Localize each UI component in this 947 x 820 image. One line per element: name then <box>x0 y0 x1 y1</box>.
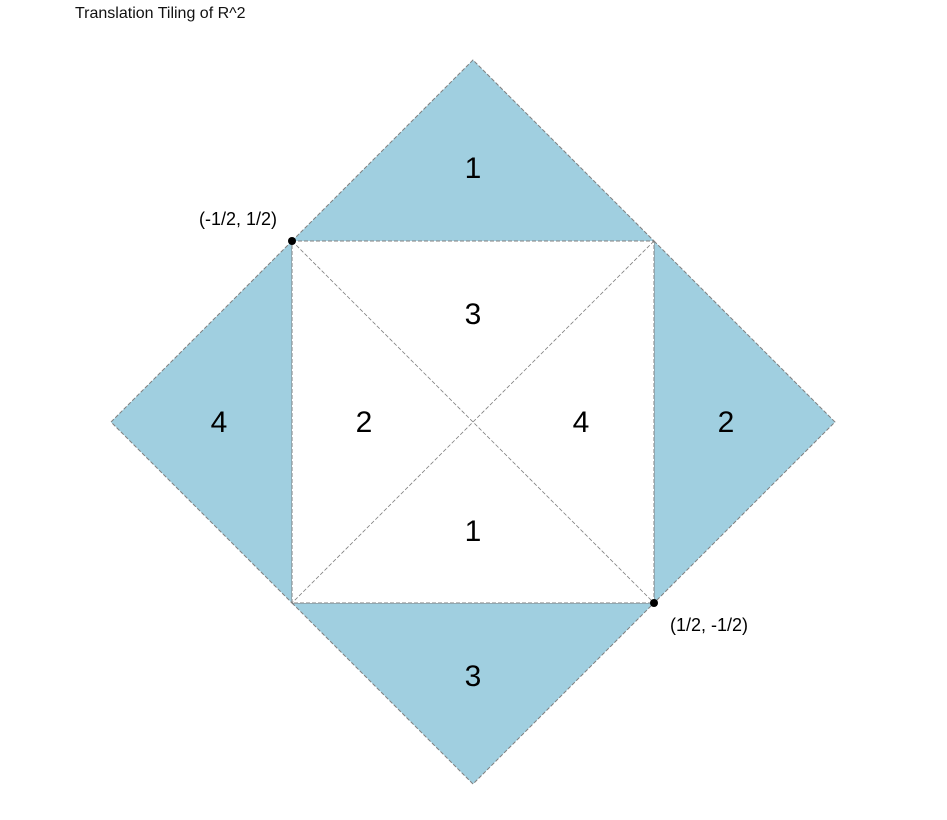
point-label-top-left: (-1/2, 1/2) <box>199 209 277 229</box>
inner-region-label-right: 4 <box>573 406 590 439</box>
outer-triangle-top <box>290 59 656 242</box>
outer-region-label-left: 4 <box>211 406 228 439</box>
diagonal-anti <box>291 240 655 604</box>
page-title: Translation Tiling of R^2 <box>75 5 246 22</box>
point-label-bottom-right: (1/2, -1/2) <box>670 615 748 635</box>
outer-triangle-right <box>653 239 836 605</box>
outer-region-label-bottom: 3 <box>465 660 482 693</box>
outer-triangle-bottom <box>290 602 656 785</box>
point-top-left <box>288 237 296 245</box>
outer-region-label-top: 1 <box>465 152 482 185</box>
outer-region-label-right: 2 <box>718 406 735 439</box>
point-bottom-right <box>650 599 658 607</box>
inner-region-label-top: 3 <box>465 298 482 331</box>
inner-region-label-bottom: 1 <box>465 515 482 548</box>
outer-triangle-left <box>110 239 293 605</box>
inner-region-label-left: 2 <box>356 406 373 439</box>
